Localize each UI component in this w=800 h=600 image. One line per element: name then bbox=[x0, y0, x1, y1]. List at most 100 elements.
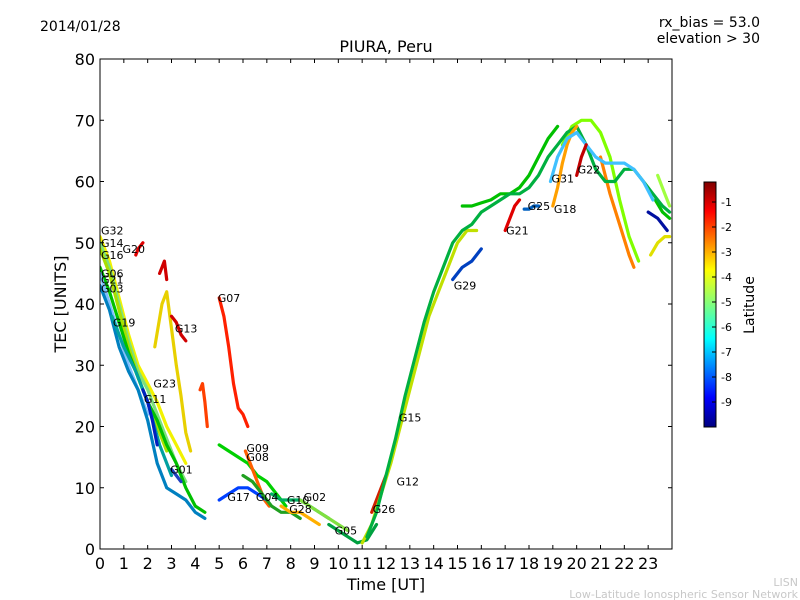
series-g29 bbox=[451, 247, 483, 282]
series-trace bbox=[649, 235, 672, 257]
series-g20 bbox=[134, 241, 145, 257]
series-label-g17: G17 bbox=[227, 491, 250, 504]
chart-title: PIURA, Peru bbox=[339, 37, 432, 56]
x-tick-label: 23 bbox=[638, 554, 658, 573]
x-tick-label: 14 bbox=[423, 554, 443, 573]
x-axis-ticks: 0 1 2 3 4 5 6 7 8 9 10 11 12 13 14 15 16 17 18 19 20 21 22 23 bbox=[95, 59, 658, 573]
elevation-label: elevation > 30 bbox=[657, 31, 760, 47]
y-tick-label: 10 bbox=[75, 479, 95, 498]
series-g18 bbox=[551, 124, 579, 208]
x-tick-label: 16 bbox=[471, 554, 491, 573]
series-g31 bbox=[548, 130, 655, 202]
x-tick-label: 3 bbox=[166, 554, 176, 573]
colorbar-tick-label: -4 bbox=[721, 271, 732, 284]
colorbar-tick-label: -5 bbox=[721, 296, 732, 309]
series-label-g12: G12 bbox=[397, 476, 420, 489]
series-g11 bbox=[141, 388, 159, 447]
colorbar-ticks: -1 -2 -3 -4 -5 -6 -7 -8 -9 bbox=[712, 196, 732, 409]
x-tick-label: 15 bbox=[447, 554, 467, 573]
series-label-g29: G29 bbox=[454, 280, 477, 293]
x-tick-label: 9 bbox=[309, 554, 319, 573]
colorbar-tick-label: -3 bbox=[721, 246, 732, 259]
x-tick-label: 17 bbox=[495, 554, 515, 573]
x-tick-label: 7 bbox=[262, 554, 272, 573]
colorbar bbox=[703, 181, 717, 428]
series-label-g10: G10 bbox=[287, 494, 310, 507]
x-tick-label: 18 bbox=[519, 554, 539, 573]
series-label-g18: G18 bbox=[554, 203, 577, 216]
series-g01 bbox=[169, 467, 183, 484]
colorbar-tick-label: -9 bbox=[721, 396, 732, 409]
x-tick-label: 8 bbox=[286, 554, 296, 573]
series-g23 bbox=[153, 290, 193, 453]
x-tick-label: 2 bbox=[143, 554, 153, 573]
rx-bias-label: rx_bias = 53.0 bbox=[659, 15, 760, 31]
series-g28 bbox=[279, 504, 321, 527]
colorbar-tick-label: -6 bbox=[721, 321, 732, 334]
y-axis-label: TEC [UNITS] bbox=[51, 256, 70, 354]
colorbar-tick-label: -1 bbox=[721, 196, 732, 209]
colorbar-tick-label: -8 bbox=[721, 371, 732, 384]
series-label-g32: G32 bbox=[101, 225, 124, 238]
y-tick-label: 0 bbox=[85, 540, 95, 559]
x-tick-label: 22 bbox=[614, 554, 634, 573]
series-g13 bbox=[169, 314, 188, 343]
y-tick-label: 20 bbox=[75, 418, 95, 437]
series-label-g05: G05 bbox=[335, 525, 358, 538]
x-tick-label: 1 bbox=[119, 554, 129, 573]
satellite-labels: G32G14G16G20G06G21G03G19G23G11G13G01G07G… bbox=[101, 163, 600, 537]
series-label-g03: G03 bbox=[101, 283, 124, 296]
y-tick-label: 40 bbox=[75, 295, 95, 314]
series-label-g06: G06 bbox=[101, 267, 124, 280]
x-axis-label: Time [UT] bbox=[346, 575, 425, 594]
series-g21 bbox=[503, 198, 522, 233]
x-tick-label: 21 bbox=[590, 554, 610, 573]
colorbar-tick-label: -2 bbox=[721, 221, 732, 234]
y-tick-label: 30 bbox=[75, 356, 95, 375]
series-g19 bbox=[110, 314, 174, 478]
series-trace bbox=[653, 198, 672, 220]
y-tick-label: 80 bbox=[75, 50, 95, 69]
colorbar-label: Latitude bbox=[742, 276, 758, 334]
x-tick-label: 11 bbox=[352, 554, 372, 573]
x-tick-label: 12 bbox=[376, 554, 396, 573]
series-label-g16: G16 bbox=[101, 249, 124, 262]
x-tick-label: 4 bbox=[190, 554, 200, 573]
series-trace bbox=[598, 155, 636, 269]
x-tick-label: 0 bbox=[95, 554, 105, 573]
series-trace bbox=[646, 210, 669, 233]
series-label-g11: G11 bbox=[144, 393, 167, 406]
series-label-g01: G01 bbox=[170, 463, 193, 476]
series-label-g21: G21 bbox=[506, 225, 529, 238]
series-g17 bbox=[217, 486, 269, 502]
series-label-g20: G20 bbox=[122, 243, 145, 256]
series-label-g07: G07 bbox=[218, 292, 241, 305]
series-label-g31: G31 bbox=[551, 172, 574, 185]
series-label-g23: G23 bbox=[153, 378, 176, 391]
y-tick-label: 60 bbox=[75, 173, 95, 192]
series-label-g22: G22 bbox=[578, 163, 601, 176]
series-label-g02: G02 bbox=[304, 491, 327, 504]
series-label-g09: G09 bbox=[246, 442, 269, 455]
series-g07 bbox=[217, 296, 250, 429]
x-tick-label: 20 bbox=[566, 554, 586, 573]
series-label-g08: G08 bbox=[246, 451, 269, 464]
date-label: 2014/01/28 bbox=[40, 19, 121, 35]
x-tick-label: 19 bbox=[543, 554, 563, 573]
x-tick-label: 13 bbox=[400, 554, 420, 573]
y-tick-label: 50 bbox=[75, 234, 95, 253]
x-tick-label: 6 bbox=[238, 554, 248, 573]
series-label-g26: G26 bbox=[373, 503, 396, 516]
series-g05 bbox=[327, 522, 379, 545]
y-axis-ticks: 0 10 20 30 40 50 60 70 80 bbox=[75, 50, 672, 559]
series-label-g04: G04 bbox=[256, 491, 279, 504]
series-g08 bbox=[243, 449, 271, 508]
y-tick-label: 70 bbox=[75, 111, 95, 130]
series-trace bbox=[560, 118, 641, 263]
series-label-g21: G21 bbox=[101, 274, 124, 287]
series-g02 bbox=[298, 498, 350, 533]
x-tick-label: 10 bbox=[328, 554, 348, 573]
series-trace bbox=[158, 259, 169, 282]
series-label-g28: G28 bbox=[289, 503, 312, 516]
series-label-g15: G15 bbox=[399, 411, 422, 424]
